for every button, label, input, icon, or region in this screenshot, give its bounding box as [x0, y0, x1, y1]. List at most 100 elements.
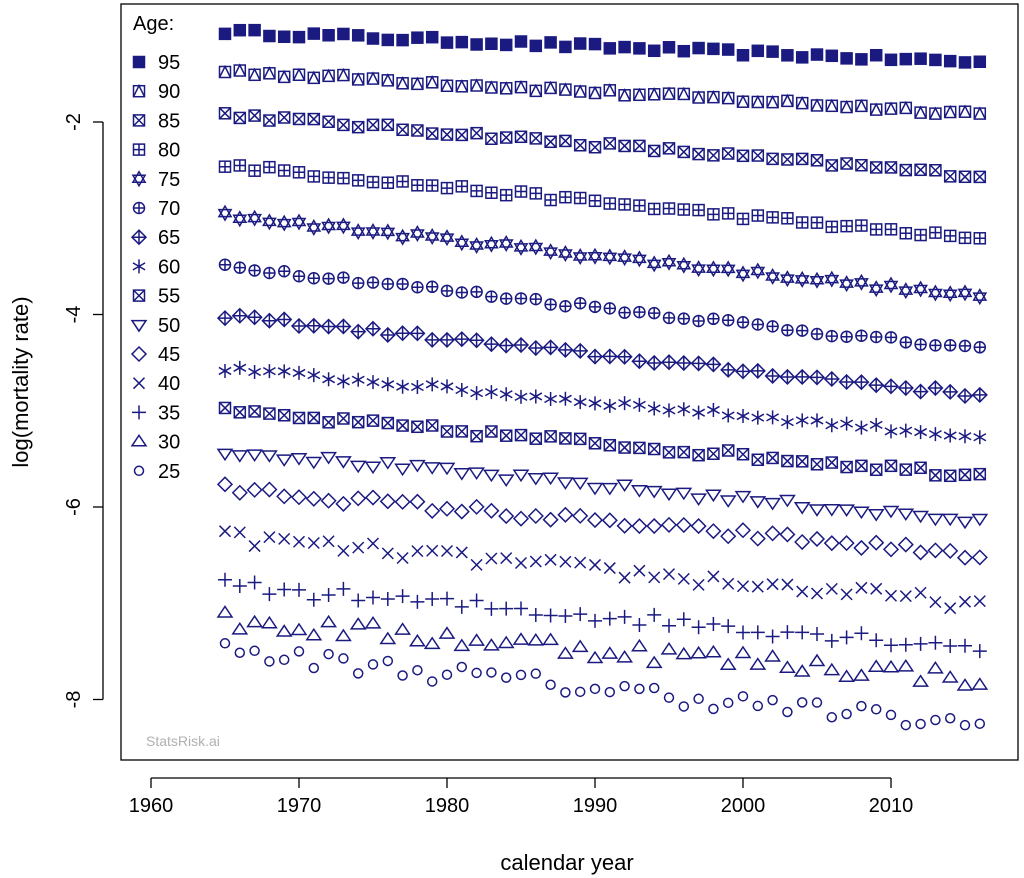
point-age-50	[231, 450, 249, 463]
point-age-95	[366, 32, 380, 45]
point-age-65	[305, 317, 322, 334]
point-age-40	[766, 578, 779, 591]
point-age-65	[631, 353, 648, 370]
point-age-60	[248, 364, 262, 379]
point-age-55	[559, 432, 572, 445]
point-age-90	[958, 104, 972, 118]
point-age-35	[795, 625, 810, 640]
legend-item-25: 25	[133, 461, 180, 483]
point-age-60	[958, 429, 972, 444]
point-age-30	[305, 627, 323, 641]
point-age-50	[882, 505, 900, 519]
point-age-55	[943, 469, 957, 483]
point-age-90	[692, 90, 705, 104]
point-age-75	[380, 223, 396, 241]
point-age-55	[884, 459, 898, 473]
point-age-85	[781, 153, 794, 166]
point-age-40	[292, 535, 306, 548]
point-age-80	[529, 187, 543, 200]
point-age-80	[766, 211, 779, 224]
point-age-50	[364, 461, 382, 475]
legend-label: 90	[158, 81, 180, 103]
point-age-65	[942, 383, 959, 400]
point-age-95	[455, 35, 469, 49]
point-age-45	[468, 498, 485, 515]
point-age-95	[647, 44, 661, 58]
point-age-25	[574, 686, 586, 698]
point-age-30	[394, 622, 412, 635]
point-age-55	[322, 416, 335, 429]
point-age-85	[499, 131, 513, 144]
point-age-85	[647, 144, 661, 158]
x-tick-label: 1980	[425, 795, 470, 817]
point-age-40	[810, 587, 824, 600]
point-age-90	[366, 71, 380, 85]
point-age-85	[277, 111, 291, 124]
point-age-35	[499, 601, 514, 616]
point-age-65	[379, 326, 396, 344]
point-age-90	[869, 102, 883, 116]
point-age-25	[870, 704, 882, 715]
point-age-65	[616, 348, 633, 365]
point-age-70	[529, 292, 543, 306]
point-age-70	[973, 341, 987, 354]
point-age-45	[927, 542, 944, 559]
point-age-95	[795, 51, 809, 64]
x-axis-title: calendar year	[500, 850, 633, 875]
point-age-35	[469, 593, 484, 608]
point-age-30	[379, 631, 397, 645]
point-age-80	[603, 197, 617, 210]
point-age-90	[263, 66, 276, 80]
point-age-55	[396, 419, 409, 432]
point-age-60	[884, 424, 898, 439]
point-age-65	[853, 374, 870, 391]
point-age-55	[855, 459, 868, 473]
point-age-75	[632, 250, 647, 268]
point-age-80	[322, 171, 335, 184]
legend-title: Age:	[133, 13, 174, 35]
point-age-55	[277, 408, 291, 422]
point-age-45	[942, 542, 959, 559]
point-age-85	[588, 140, 602, 154]
point-age-35	[839, 630, 854, 645]
point-age-55	[337, 412, 350, 425]
point-age-30	[823, 662, 841, 676]
point-age-30	[438, 626, 456, 639]
point-age-80	[559, 190, 572, 204]
data-points	[216, 23, 989, 731]
point-age-90	[307, 70, 321, 85]
point-age-50	[838, 504, 856, 517]
point-age-50	[512, 469, 530, 483]
point-age-45	[971, 549, 988, 566]
point-age-50	[897, 508, 915, 522]
point-age-30	[408, 633, 426, 647]
point-age-65	[364, 320, 382, 337]
point-age-60	[899, 423, 913, 438]
point-age-35	[943, 639, 958, 654]
point-age-80	[292, 166, 306, 179]
point-age-70	[795, 324, 809, 337]
point-age-60	[440, 379, 454, 394]
point-age-50	[468, 467, 486, 481]
point-age-35	[454, 599, 469, 614]
point-age-75	[543, 243, 558, 261]
point-age-85	[795, 152, 809, 166]
point-age-35	[691, 620, 706, 635]
point-age-50	[645, 485, 663, 499]
point-age-50	[349, 460, 367, 474]
point-age-80	[573, 191, 587, 205]
point-age-35	[232, 579, 247, 594]
point-age-25	[500, 672, 512, 683]
point-age-85	[662, 142, 676, 155]
point-age-60	[351, 372, 365, 387]
point-age-55	[381, 416, 395, 430]
point-age-70	[810, 327, 824, 341]
point-age-50	[290, 452, 308, 466]
point-age-30	[482, 638, 500, 651]
point-age-35	[898, 637, 913, 652]
point-age-75	[232, 210, 248, 228]
point-age-25	[856, 700, 867, 712]
point-age-50	[334, 456, 352, 469]
point-age-55	[218, 401, 232, 415]
point-age-90	[603, 83, 617, 97]
